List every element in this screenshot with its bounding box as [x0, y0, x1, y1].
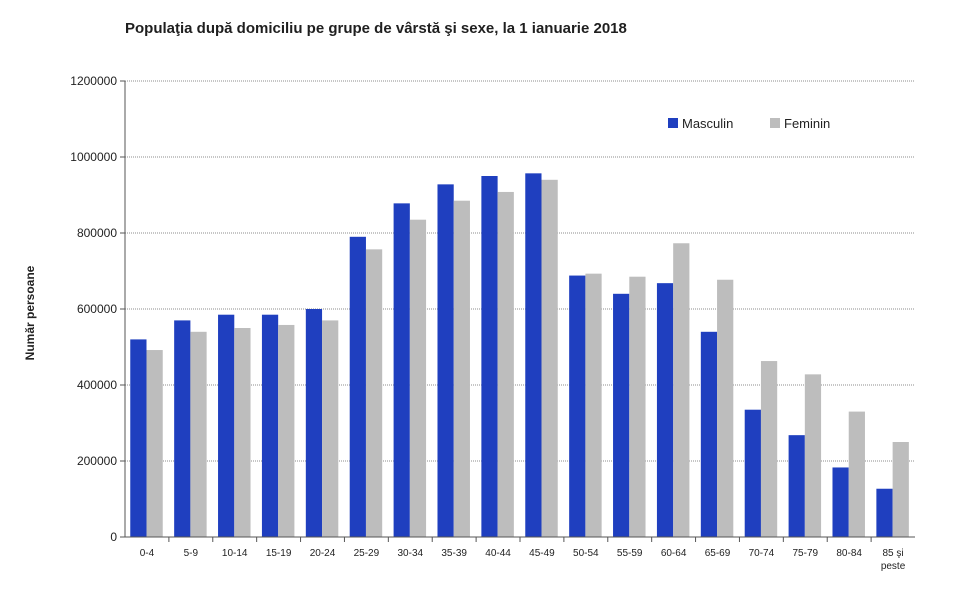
bar-feminin-7: [453, 200, 470, 537]
legend-label-feminin: Feminin: [784, 116, 830, 131]
x-tick-label: 50-54: [573, 548, 599, 559]
x-tick-label: 35-39: [441, 548, 467, 559]
y-axis-ticks: 0 200000 400000 600000 800000 1000000 1200000: [70, 74, 125, 544]
bar-feminin-1: [190, 331, 207, 537]
y-tick-label: 600000: [77, 302, 117, 316]
bar-feminin-8: [497, 191, 514, 537]
bar-masculin-16: [832, 467, 849, 537]
y-tick-label: 400000: [77, 378, 117, 392]
y-tick-label: 0: [110, 530, 117, 544]
legend-swatch-feminin: [770, 118, 780, 128]
x-tick-label: 55-59: [617, 548, 643, 559]
bar-masculin-3: [261, 314, 279, 537]
bar-feminin-11: [629, 276, 646, 537]
y-tick-label: 200000: [77, 454, 117, 468]
y-tick-label: 1200000: [70, 74, 117, 88]
bar-masculin-8: [481, 176, 498, 537]
legend: Masculin Feminin: [668, 116, 830, 131]
bar-masculin-17: [876, 488, 893, 537]
bar-feminin-10: [585, 273, 602, 537]
bar-feminin-12: [673, 243, 690, 537]
bar-feminin-9: [541, 179, 558, 538]
x-tick-label: 70-74: [749, 548, 775, 559]
bar-feminin-2: [234, 328, 251, 537]
bar-masculin-12: [656, 283, 674, 537]
bar-masculin-13: [700, 331, 718, 537]
x-tick-label: 0-4: [140, 548, 155, 559]
gridlines: [125, 80, 915, 462]
legend-label-masculin: Masculin: [682, 116, 733, 131]
x-tick-label: 30-34: [397, 548, 423, 559]
x-tick-label: 40-44: [485, 548, 511, 559]
bar-masculin-7: [437, 184, 454, 538]
bar-masculin-14: [744, 409, 761, 537]
bar-masculin-11: [613, 293, 630, 537]
x-tick-label: 10-14: [222, 548, 248, 559]
bar-masculin-1: [174, 320, 191, 537]
bar-masculin-5: [349, 236, 366, 538]
bar-feminin-6: [409, 219, 427, 537]
x-tick-label: 25-29: [354, 548, 380, 559]
bar-masculin-6: [393, 203, 410, 538]
y-tick-label: 1000000: [70, 150, 117, 164]
bar-masculin-2: [218, 314, 235, 537]
bar-feminin-5: [365, 249, 383, 537]
bar-feminin-4: [322, 320, 339, 537]
x-tick-label: 85 şi peste: [881, 548, 906, 572]
x-tick-label: 20-24: [310, 548, 336, 559]
bar-masculin-0: [130, 339, 147, 537]
bar-feminin-13: [717, 279, 734, 537]
bars: [130, 173, 909, 538]
bar-masculin-9: [525, 173, 542, 537]
x-tick-label: 45-49: [529, 548, 555, 559]
bar-feminin-16: [848, 411, 865, 537]
x-axis-ticks: 0-4 5-9 10-14 15-19 20-24 25-29 30-34 35-39 40-4…: [140, 537, 906, 572]
bar-feminin-14: [760, 361, 778, 537]
x-tick-label: 75-79: [792, 548, 818, 559]
y-axis-label: Număr persoane: [23, 265, 37, 360]
bar-masculin-4: [305, 309, 323, 537]
bar-feminin-17: [892, 442, 909, 537]
bar-feminin-3: [278, 324, 295, 537]
x-tick-label: 60-64: [661, 548, 687, 559]
chart-title: Populaţia după domiciliu pe grupe de vâr…: [125, 20, 627, 37]
x-tick-label: 5-9: [184, 548, 199, 559]
bar-feminin-0: [146, 350, 163, 537]
legend-swatch-masculin: [668, 118, 678, 128]
x-tick-label: 15-19: [266, 548, 292, 559]
y-tick-label: 800000: [77, 226, 117, 240]
x-tick-label: 65-69: [705, 548, 731, 559]
bar-masculin-15: [788, 435, 805, 537]
bar-masculin-10: [569, 275, 586, 537]
bar-feminin-15: [804, 374, 822, 537]
x-tick-label: 80-84: [836, 548, 862, 559]
